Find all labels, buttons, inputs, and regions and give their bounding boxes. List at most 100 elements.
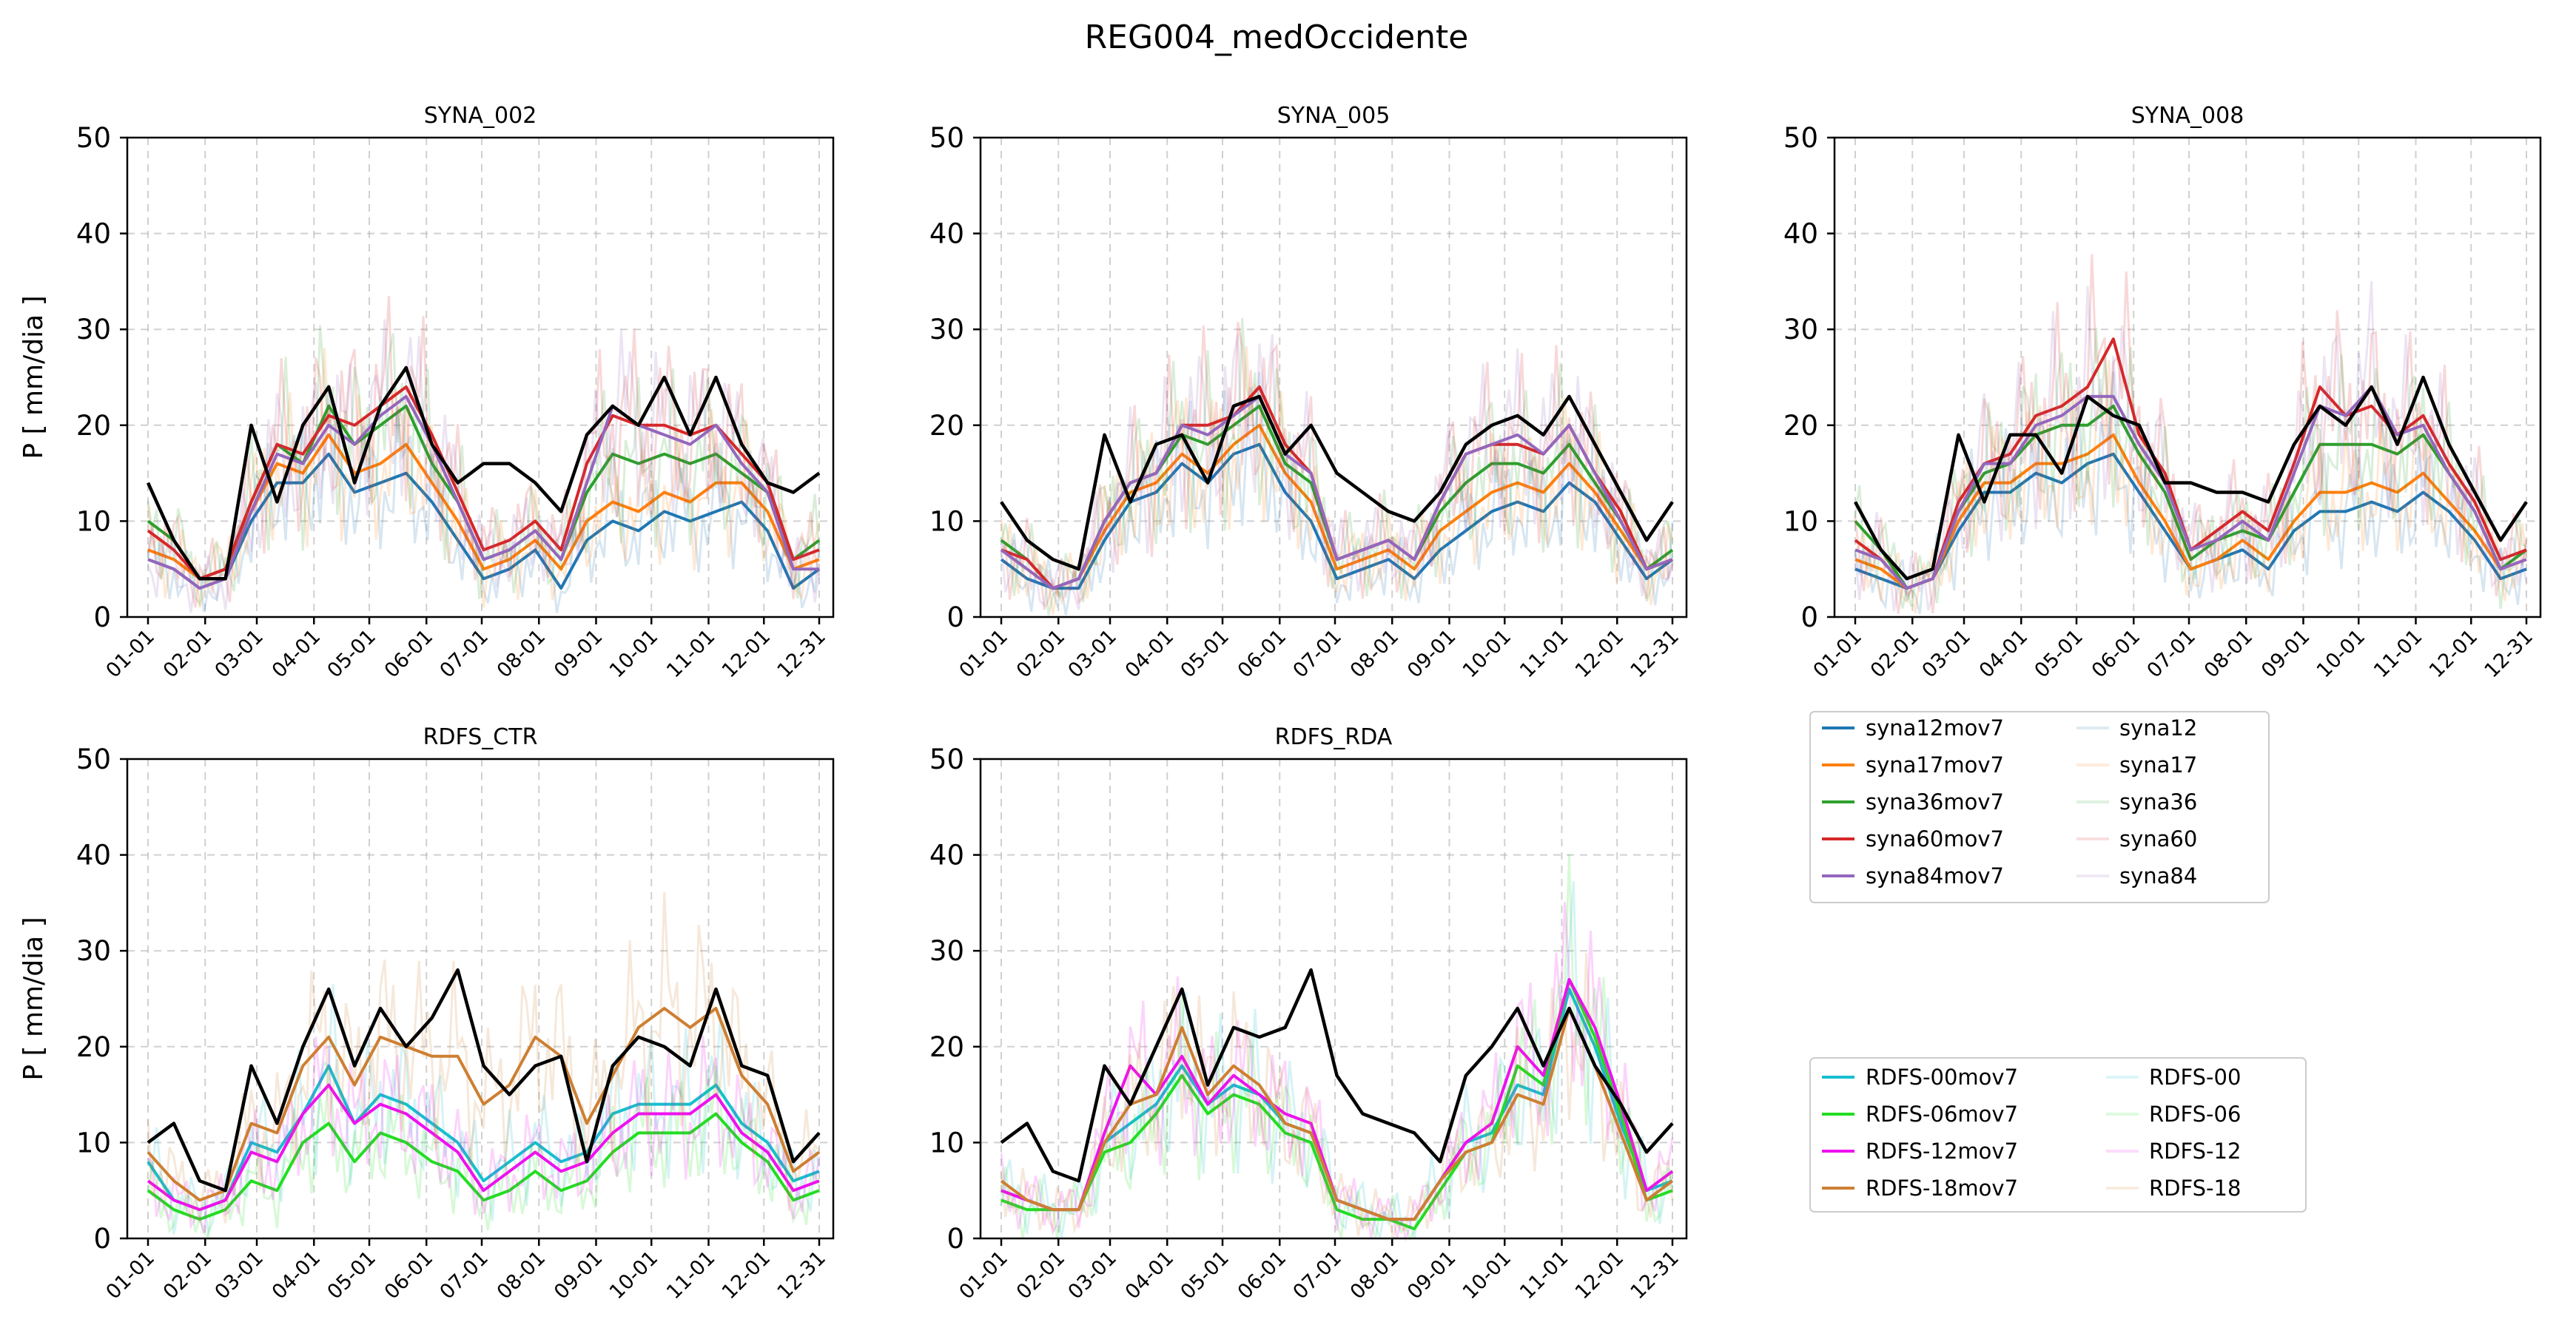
x-tick-label: 11-01 [1516,1247,1573,1304]
x-tick-label: 09-01 [1403,1247,1460,1304]
series-mov7-line [1854,404,2528,590]
x-tick-label: 10-01 [1459,625,1516,682]
figure-suptitle: REG004_medOccidente [1085,18,1469,56]
series-daily-line [147,348,821,608]
svg-text:RDFS-06mov7: RDFS-06mov7 [1866,1102,2018,1127]
series-mov7-line [147,1064,820,1212]
svg-text:RDFS-18: RDFS-18 [2149,1176,2241,1201]
x-tick-label: 05-01 [323,1247,380,1304]
svg-text:RDFS-06: RDFS-06 [2149,1102,2241,1127]
panel-title: SYNA_008 [2131,103,2244,129]
y-tick-label: 40 [76,218,111,250]
y-tick-label: 20 [1783,410,1818,442]
x-tick-label: 04-01 [1121,1247,1178,1304]
x-tick-label: 06-01 [380,1247,437,1304]
x-tick-label: 05-01 [1177,625,1234,682]
svg-text:RDFS-12: RDFS-12 [2149,1139,2241,1164]
series-mov7-line [1000,394,1673,590]
series-daily-line [147,892,821,1224]
x-tick-label: 05-01 [2031,625,2088,682]
y-tick-label: 30 [76,314,111,345]
x-tick-label: 12-01 [718,1247,775,1304]
legend-entry: syna36mov7 [1822,789,2004,815]
x-tick-label: 08-01 [2200,625,2257,682]
x-tick-label: 12-31 [773,1247,830,1304]
plot-frame [979,136,1688,618]
x-tick-label: 07-01 [436,1247,493,1304]
svg-text:syna12: syna12 [2119,715,2197,741]
x-tick-label: 03-01 [1064,1247,1121,1304]
series-mov7-line [1000,442,1674,590]
y-tick-label: 0 [93,601,111,633]
svg-text:syna84mov7: syna84mov7 [1866,863,2004,889]
x-tick-label: 06-01 [2088,625,2145,682]
y-tick-label: 0 [946,601,964,633]
series-daily-line [1000,318,1674,616]
x-tick-label: 12-01 [1571,1247,1628,1304]
legend-entry: RDFS-18mov7 [1822,1176,2018,1201]
legend-entry: syna60mov7 [1822,826,2004,852]
x-tick-label: 12-01 [1571,625,1628,682]
x-tick-label: 07-01 [2143,625,2200,682]
legend-entry: RDFS-00mov7 [1822,1065,2018,1090]
series-mov7-line [147,385,820,581]
x-tick-label: 07-01 [436,625,493,682]
x-tick-label: 09-01 [550,625,607,682]
y-tick-label: 50 [76,122,111,154]
svg-text:syna36: syna36 [2119,789,2197,815]
x-tick-label: 10-01 [1459,1247,1516,1304]
legend-entry: RDFS-00 [2106,1065,2241,1090]
legend-entry: syna84 [2076,863,2197,889]
series-daily-line [1000,952,1674,1239]
series-mov7-line [1854,385,2527,590]
panel-title: SYNA_002 [424,103,537,129]
x-tick-label: 06-01 [1234,625,1291,682]
x-tick-label: 11-01 [662,625,719,682]
y-tick-label: 10 [76,505,111,537]
reference-line [1000,394,1674,571]
legend-syna: syna12mov7 syna17mov7 syna36mov7 syna60m… [1809,711,2270,903]
y-tick-label: 10 [929,1127,964,1159]
x-tick-label: 01-01 [955,1247,1012,1304]
series-daily-line [1854,254,2528,614]
x-tick-label: 09-01 [1403,625,1460,682]
svg-text:RDFS-00mov7: RDFS-00mov7 [1866,1065,2018,1090]
legend-entry: RDFS-12mov7 [1822,1139,2018,1164]
x-tick-label: 12-01 [718,625,775,682]
legend-entry: syna12mov7 [1822,715,2004,741]
y-tick-label: 0 [946,1223,964,1255]
x-tick-label: 02-01 [1866,625,1923,682]
x-tick-label: 12-31 [1627,625,1684,682]
svg-text:RDFS-00: RDFS-00 [2149,1065,2241,1090]
x-tick-label: 11-01 [2370,625,2427,682]
x-tick-label: 10-01 [605,1247,662,1304]
x-tick-label: 11-01 [662,1247,719,1304]
x-tick-label: 10-01 [2313,625,2370,682]
panel-title: SYNA_005 [1277,103,1390,129]
svg-text:syna60: syna60 [2119,826,2197,852]
x-tick-label: 08-01 [1346,1247,1403,1304]
legend-entry: RDFS-18 [2106,1176,2241,1201]
series-mov7-line [147,1083,820,1212]
x-tick-label: 09-01 [2257,625,2314,682]
grid [127,138,833,617]
x-tick-label: 10-01 [605,625,662,682]
y-axis-label: P [ mm/dia ] [19,295,49,459]
svg-text:syna36mov7: syna36mov7 [1866,789,2004,815]
y-tick-label: 0 [1800,601,1818,633]
y-tick-label: 30 [1783,314,1818,345]
y-tick-label: 20 [76,1031,111,1063]
x-tick-label: 07-01 [1289,1247,1346,1304]
legend-entry: RDFS-12 [2106,1139,2241,1164]
x-tick-label: 06-01 [380,625,437,682]
y-tick-label: 10 [929,505,964,537]
x-tick-label: 06-01 [1234,1247,1291,1304]
x-tick-label: 01-01 [102,1247,159,1304]
y-tick-label: 40 [76,840,111,871]
legend-entry: RDFS-06 [2106,1102,2241,1127]
y-axis-label: P [ mm/dia ] [19,917,49,1080]
legend-entry: syna60 [2076,826,2197,852]
